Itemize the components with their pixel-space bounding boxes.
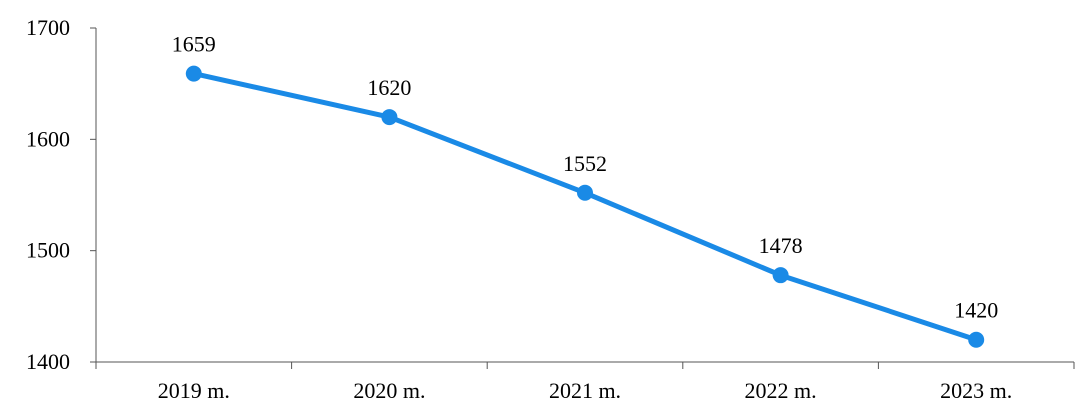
- data-point: [185, 65, 202, 82]
- y-tick-label: 1400: [26, 349, 70, 374]
- data-point: [772, 267, 789, 284]
- axes: 1400 1500 1600 1700 2019 m. 2020 m. 2021 m. 202…: [26, 15, 1075, 403]
- series-line-layer: [191, 71, 979, 343]
- data-label: 1659: [172, 32, 216, 57]
- data-label: 1620: [367, 75, 411, 100]
- y-tick-label: 1600: [26, 126, 70, 151]
- x-tick-label: 2022 m.: [745, 378, 817, 403]
- data-labels-layer: 1659 1620 1552 1478 1420: [172, 32, 998, 323]
- markers-layer: [185, 65, 985, 348]
- x-tick-label: 2023 m.: [940, 378, 1012, 403]
- data-point: [577, 184, 593, 201]
- x-tick-label: 2020 m.: [353, 378, 425, 403]
- x-tick-label: 2021 m.: [549, 378, 621, 403]
- data-point: [968, 331, 985, 348]
- y-tick-label: 1700: [26, 15, 70, 40]
- data-point: [381, 109, 398, 126]
- data-label: 1552: [563, 151, 607, 176]
- series-line: [191, 71, 979, 343]
- y-tick-label: 1500: [26, 238, 70, 263]
- data-label: 1420: [954, 298, 998, 323]
- x-tick-label: 2019 m.: [158, 378, 230, 403]
- data-label: 1478: [759, 233, 803, 258]
